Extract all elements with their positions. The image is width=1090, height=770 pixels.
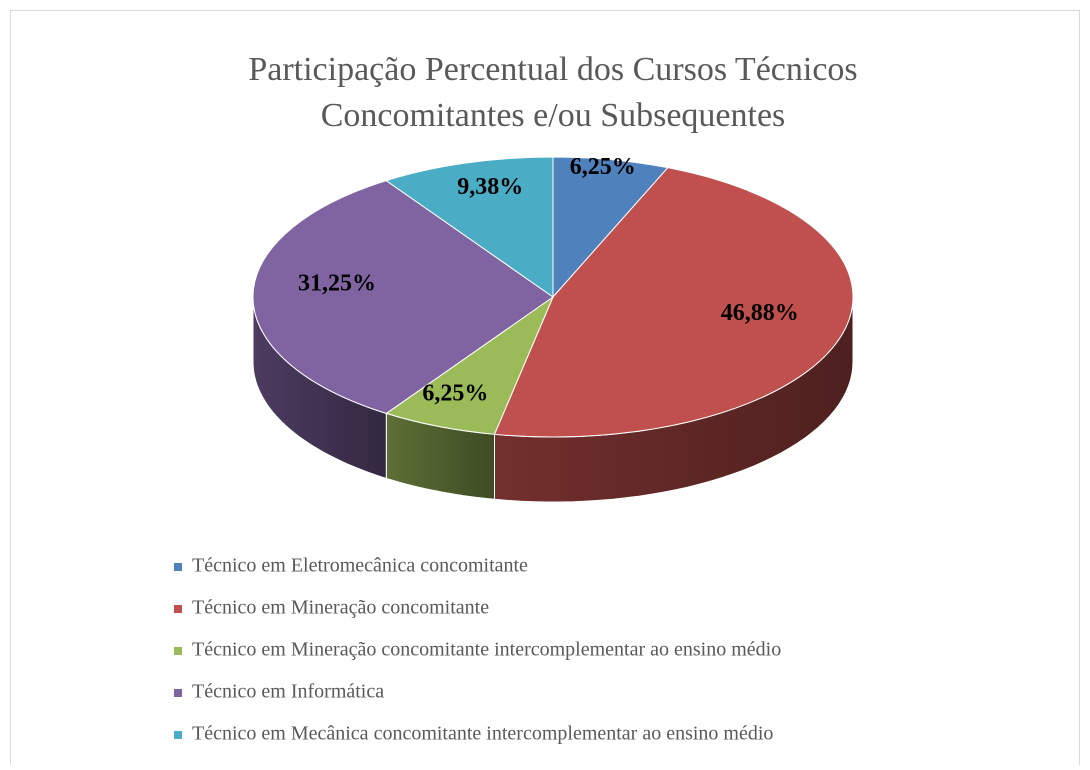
data-label: 9,38% [457, 174, 523, 200]
data-label: 6,25% [570, 154, 636, 180]
legend-swatch [174, 605, 182, 613]
slice [552, 156, 669, 299]
legend-swatch [174, 647, 182, 655]
legend-label: Técnico em Mineração concomitante interc… [192, 639, 781, 661]
legend-swatch [174, 689, 182, 697]
legend-label: Técnico em Mecânica concomitante interco… [192, 723, 773, 745]
data-label: 31,25% [298, 271, 376, 297]
legend-label: Técnico em Informática [192, 681, 384, 703]
slice [385, 156, 554, 298]
legend-label: Técnico em Eletromecânica concomitante [192, 555, 528, 577]
slice [385, 295, 555, 435]
legend-swatch [174, 563, 182, 571]
chart-title: Participação Percentual dos Cursos Técni… [248, 51, 857, 88]
chart-title: Concomitantes e/ou Subsequentes [321, 97, 786, 134]
legend-swatch [174, 731, 182, 739]
slice [252, 180, 554, 414]
slice [493, 167, 854, 438]
legend-label: Técnico em Mineração concomitante [192, 597, 489, 619]
data-label: 6,25% [422, 380, 488, 406]
data-label: 46,88% [721, 300, 799, 326]
